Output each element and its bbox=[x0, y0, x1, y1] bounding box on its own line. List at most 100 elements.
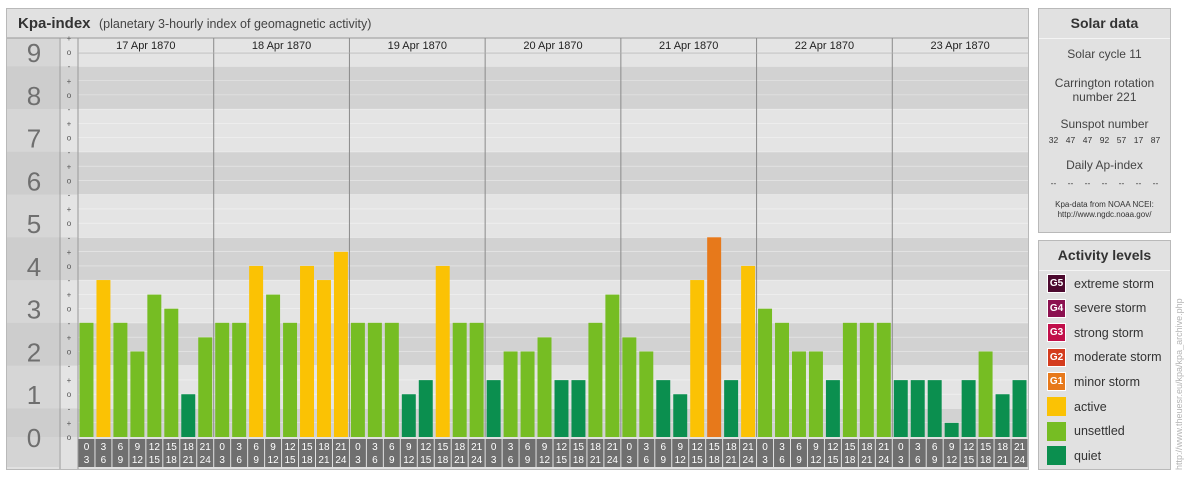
interval-start-label: 18 bbox=[454, 442, 466, 453]
kp-bar bbox=[842, 322, 857, 437]
interval-start-label: 18 bbox=[997, 442, 1009, 453]
interval-start-label: 15 bbox=[301, 442, 313, 453]
interval-end-label: 6 bbox=[915, 455, 921, 466]
sunspot-value: 57 bbox=[1116, 135, 1127, 145]
interval-end-label: 18 bbox=[980, 455, 992, 466]
interval-start-label: 12 bbox=[556, 442, 568, 453]
interval-start-label: 6 bbox=[525, 442, 531, 453]
y-minor-label: o bbox=[67, 347, 72, 356]
legend-swatch: G2 bbox=[1047, 347, 1066, 367]
legend-swatch bbox=[1047, 397, 1066, 416]
y-minor-label: - bbox=[68, 233, 71, 242]
interval-box bbox=[892, 439, 909, 467]
interval-start-label: 3 bbox=[508, 442, 514, 453]
interval-end-label: 21 bbox=[454, 455, 466, 466]
interval-start-label: 15 bbox=[844, 442, 856, 453]
legend-swatch bbox=[1047, 421, 1066, 441]
interval-end-label: 24 bbox=[471, 455, 483, 466]
ap-value: -- bbox=[1050, 178, 1057, 188]
interval-end-label: 15 bbox=[149, 455, 161, 466]
band bbox=[7, 108, 1028, 152]
y-minor-label: o bbox=[67, 390, 72, 399]
legend-item: active bbox=[1047, 396, 1107, 417]
y-minor-label: o bbox=[67, 305, 72, 314]
y-minor-label: + bbox=[67, 77, 72, 86]
interval-start-label: 3 bbox=[101, 442, 107, 453]
interval-end-label: 15 bbox=[963, 455, 975, 466]
interval-box bbox=[807, 439, 824, 467]
kp-bar bbox=[300, 265, 314, 437]
interval-start-label: 9 bbox=[677, 442, 683, 453]
legend-item: G3 strong storm bbox=[1047, 322, 1143, 343]
interval-end-label: 3 bbox=[762, 455, 768, 466]
ap-title: Daily Ap-index bbox=[1066, 158, 1143, 172]
legend-item: G5 extreme storm bbox=[1047, 273, 1154, 294]
kp-bar bbox=[418, 380, 433, 437]
day-label: 19 Apr 1870 bbox=[388, 40, 447, 52]
y-tick-label: 5 bbox=[27, 209, 41, 239]
solar-data-panel: Solar data Solar cycle 11 Carrington rot… bbox=[1038, 8, 1171, 233]
kp-bar bbox=[469, 322, 484, 437]
kp-bar bbox=[571, 380, 586, 437]
interval-end-label: 21 bbox=[726, 455, 738, 466]
legend-swatch: G1 bbox=[1047, 372, 1066, 392]
interval-end-label: 9 bbox=[525, 455, 531, 466]
kp-bar bbox=[622, 337, 637, 437]
interval-box bbox=[146, 439, 163, 467]
interval-start-label: 15 bbox=[980, 442, 992, 453]
y-minor-label: + bbox=[67, 162, 72, 171]
interval-box bbox=[672, 439, 689, 467]
interval-box bbox=[129, 439, 146, 467]
interval-end-label: 12 bbox=[403, 455, 415, 466]
legend-label: active bbox=[1074, 399, 1107, 414]
interval-box bbox=[95, 439, 112, 467]
interval-start-label: 12 bbox=[149, 442, 161, 453]
y-minor-label: - bbox=[68, 62, 71, 71]
interval-end-label: 12 bbox=[539, 455, 551, 466]
y-tick-label: 1 bbox=[27, 380, 41, 410]
day-label: 20 Apr 1870 bbox=[523, 40, 582, 52]
interval-box bbox=[926, 439, 943, 467]
interval-box bbox=[316, 439, 332, 467]
interval-box bbox=[841, 439, 858, 467]
interval-start-label: 3 bbox=[372, 442, 378, 453]
interval-box bbox=[78, 439, 95, 467]
legend-label: unsettled bbox=[1074, 424, 1125, 439]
y-minor-label: - bbox=[68, 404, 71, 413]
interval-box bbox=[248, 439, 265, 467]
kp-bar bbox=[435, 265, 450, 437]
sunspot-values: 32 47 47 92 57 17 87 bbox=[1039, 135, 1170, 145]
source-link[interactable]: http://www.ngdc.noaa.gov/ bbox=[1057, 210, 1152, 219]
interval-start-label: 21 bbox=[471, 442, 483, 453]
kp-bar bbox=[147, 294, 162, 437]
interval-end-label: 3 bbox=[84, 455, 90, 466]
y-minor-label: o bbox=[67, 48, 72, 57]
interval-end-label: 15 bbox=[827, 455, 839, 466]
kpa-bar-chart: 0123456789o+o+-o+-o+-o+-o+-o+-o+-o+-o+-1… bbox=[7, 34, 1028, 469]
interval-box bbox=[112, 439, 129, 467]
interval-start-label: 9 bbox=[270, 442, 276, 453]
interval-end-label: 9 bbox=[660, 455, 666, 466]
y-minor-label: o bbox=[67, 176, 72, 185]
interval-end-label: 6 bbox=[779, 455, 785, 466]
interval-box bbox=[858, 439, 875, 467]
kp-bar bbox=[707, 237, 722, 437]
interval-box bbox=[163, 439, 180, 467]
y-minor-label: - bbox=[68, 191, 71, 200]
interval-start-label: 21 bbox=[743, 442, 755, 453]
interval-start-label: 6 bbox=[660, 442, 666, 453]
interval-start-label: 3 bbox=[236, 442, 242, 453]
kp-bar bbox=[656, 380, 671, 437]
interval-start-label: 9 bbox=[406, 442, 412, 453]
kp-bar bbox=[605, 294, 620, 437]
interval-end-label: 15 bbox=[556, 455, 568, 466]
ap-value: -- bbox=[1101, 178, 1108, 188]
sunspot-value: 47 bbox=[1065, 135, 1076, 145]
interval-end-label: 24 bbox=[607, 455, 619, 466]
interval-start-label: 3 bbox=[915, 442, 921, 453]
kp-bar bbox=[520, 351, 535, 437]
interval-box bbox=[332, 439, 349, 467]
interval-end-label: 3 bbox=[355, 455, 361, 466]
y-minor-label: + bbox=[67, 419, 72, 428]
interval-start-label: 9 bbox=[542, 442, 548, 453]
